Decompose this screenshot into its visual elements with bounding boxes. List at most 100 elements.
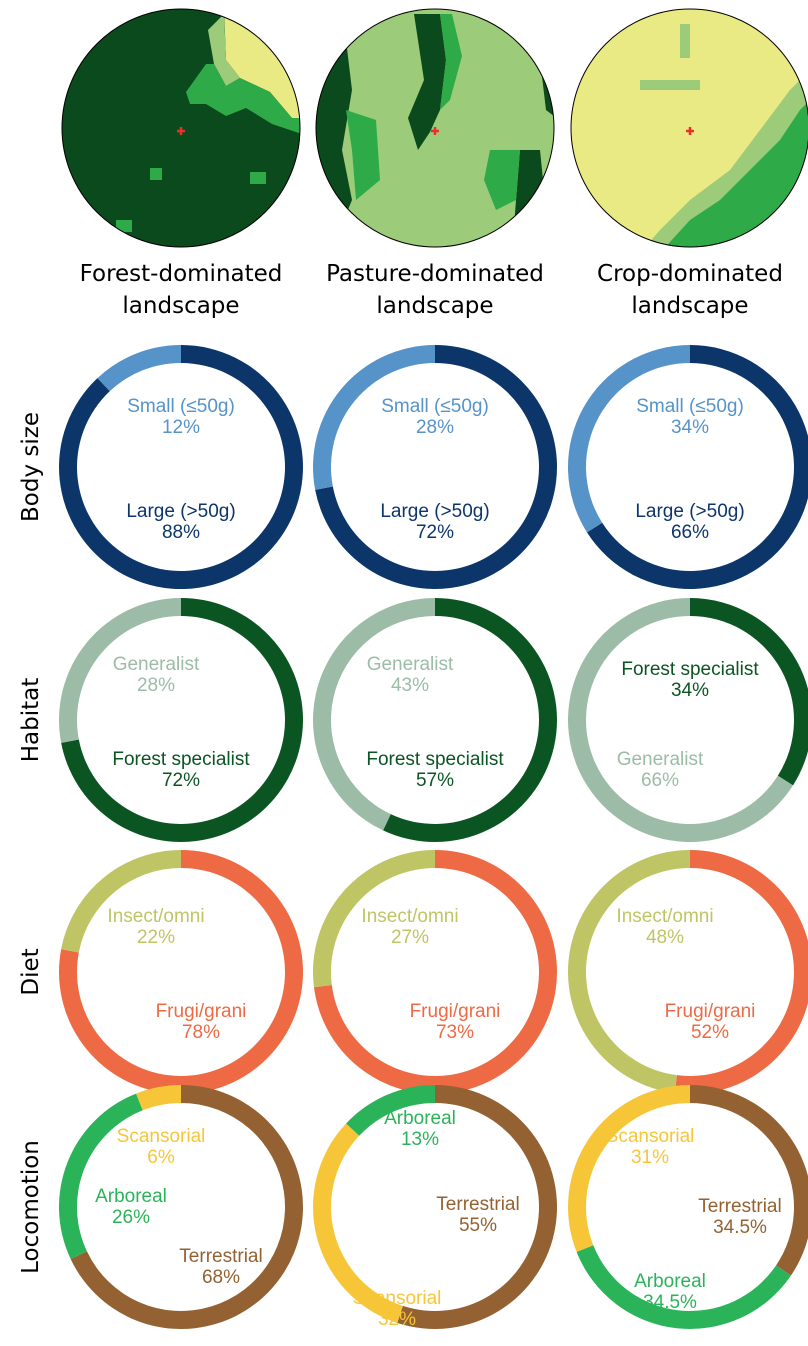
segment-label-generalist: Generalist <box>367 654 454 675</box>
location-marker-icon <box>686 127 694 135</box>
segment-value-frugi-grani: 78% <box>182 1022 220 1043</box>
segment-value-frugi-grani: 73% <box>436 1022 474 1043</box>
segment-label-generalist: Generalist <box>113 654 200 675</box>
donut-segment-scansorial <box>313 1123 403 1324</box>
segment-label-frugi-grani: Frugi/grani <box>410 1001 501 1022</box>
segment-value-small-g: 28% <box>416 417 454 438</box>
segment-value-arboreal: 13% <box>401 1129 439 1150</box>
segment-value-insect-omni: 22% <box>137 927 175 948</box>
donut-segment-arboreal <box>576 1245 791 1329</box>
donut-segment-forest-specialist <box>383 598 557 843</box>
donut-segment-small-g <box>567 345 690 533</box>
donut-segment-scansorial <box>136 1085 181 1111</box>
row-label-body-size: Body size <box>18 412 44 522</box>
row-label-habitat: Habitat <box>18 678 44 763</box>
segment-value-insect-omni: 27% <box>391 927 429 948</box>
column-label-forest: Forest-dominated <box>80 261 283 287</box>
segment-value-terrestrial: 68% <box>202 1267 240 1288</box>
segment-label-insect-omni: Insect/omni <box>107 906 204 927</box>
segment-value-terrestrial: 34.5% <box>713 1217 767 1238</box>
segment-label-large-g: Large (>50g) <box>635 501 744 522</box>
segment-label-terrestrial: Terrestrial <box>698 1196 781 1217</box>
donut-segment-insect-omni <box>61 849 182 953</box>
segment-value-arboreal: 26% <box>112 1207 150 1228</box>
segment-label-arboreal: Arboreal <box>95 1186 167 1207</box>
segment-label-terrestrial: Terrestrial <box>179 1246 262 1267</box>
segment-value-large-g: 72% <box>416 522 454 543</box>
donut-segment-arboreal <box>58 1093 143 1259</box>
segment-label-insect-omni: Insect/omni <box>616 906 713 927</box>
donut-body-size-forest: Large (>50g)88% Small (≤50g)12% <box>58 344 303 589</box>
donut-segment-insect-omni <box>313 850 435 988</box>
landscape-map-pasture <box>315 8 555 248</box>
donut-charts: Large (>50g)88%Small (≤50g)12%Large (>50… <box>58 344 808 1330</box>
donut-segment-arboreal <box>346 1085 435 1136</box>
donut-locomotion-crop: Terrestrial34.5%Arboreal34.5%Scansorial3… <box>568 1085 808 1329</box>
segment-value-scansorial: 31% <box>631 1147 669 1168</box>
column-label-pasture-line2: landscape <box>376 293 493 319</box>
row-label-locomotion: Locomotion <box>18 1140 44 1274</box>
segment-value-forest-specialist: 72% <box>162 770 200 791</box>
segment-value-generalist: 66% <box>641 770 679 791</box>
location-marker-icon <box>431 127 439 135</box>
segment-value-forest-specialist: 34% <box>671 680 709 701</box>
segment-label-terrestrial: Terrestrial <box>436 1194 519 1215</box>
segment-value-terrestrial: 55% <box>459 1215 497 1236</box>
segment-value-generalist: 43% <box>391 675 429 696</box>
segment-value-large-g: 88% <box>162 522 200 543</box>
column-label-pasture: Pasture-dominated <box>326 261 544 287</box>
segment-label-small-g: Small (≤50g) <box>381 396 489 417</box>
segment-label-insect-omni: Insect/omni <box>361 906 458 927</box>
segment-label-scansorial: Scansorial <box>606 1126 695 1147</box>
segment-value-small-g: 34% <box>671 417 709 438</box>
segment-label-generalist: Generalist <box>617 749 704 770</box>
segment-value-large-g: 66% <box>671 522 709 543</box>
segment-label-frugi-grani: Frugi/grani <box>156 1001 247 1022</box>
segment-label-small-g: Small (≤50g) <box>127 396 235 417</box>
segment-value-scansorial: 32% <box>378 1309 416 1330</box>
row-label-diet: Diet <box>18 948 44 995</box>
segment-label-arboreal: Arboreal <box>634 1271 706 1292</box>
landscape-map-crop <box>570 8 808 248</box>
segment-value-frugi-grani: 52% <box>691 1022 729 1043</box>
segment-label-forest-specialist: Forest specialist <box>366 749 504 770</box>
segment-label-arboreal: Arboreal <box>384 1108 456 1129</box>
segment-value-insect-omni: 48% <box>646 927 684 948</box>
donut-segment-frugi-grani <box>674 850 808 1094</box>
segment-label-large-g: Large (>50g) <box>380 501 489 522</box>
segment-label-small-g: Small (≤50g) <box>636 396 744 417</box>
segment-value-generalist: 28% <box>137 675 175 696</box>
segment-label-forest-specialist: Forest specialist <box>621 659 759 680</box>
donut-segment-scansorial <box>568 1085 690 1252</box>
column-label-crop: Crop-dominated <box>597 261 783 287</box>
segment-label-scansorial: Scansorial <box>353 1288 442 1309</box>
donut-segment-small-g <box>97 344 181 392</box>
donut-segment-terrestrial <box>690 1085 808 1276</box>
donut-segment-generalist <box>58 598 181 743</box>
location-marker-icon <box>177 127 185 135</box>
column-label-forest-line2: landscape <box>122 293 239 319</box>
donut-body-size-pasture: Large (>50g)72% Small (≤50g)28% <box>313 345 558 589</box>
donut-segment-small-g <box>313 345 435 490</box>
donut-segment-large-g <box>58 345 303 589</box>
segment-label-forest-specialist: Forest specialist <box>112 749 250 770</box>
segment-value-forest-specialist: 57% <box>416 770 454 791</box>
segment-label-scansorial: Scansorial <box>117 1126 206 1147</box>
donut-segment-forest-specialist <box>690 598 808 786</box>
segment-value-scansorial: 6% <box>147 1147 175 1168</box>
donut-body-size-crop: Large (>50g)66% Small (≤50g)34% <box>567 345 808 589</box>
segment-label-large-g: Large (>50g) <box>126 501 235 522</box>
landscape-map-forest <box>61 8 301 248</box>
segment-value-small-g: 12% <box>162 417 200 438</box>
segment-label-frugi-grani: Frugi/grani <box>665 1001 756 1022</box>
column-label-crop-line2: landscape <box>631 293 748 319</box>
segment-value-arboreal: 34.5% <box>643 1292 697 1313</box>
